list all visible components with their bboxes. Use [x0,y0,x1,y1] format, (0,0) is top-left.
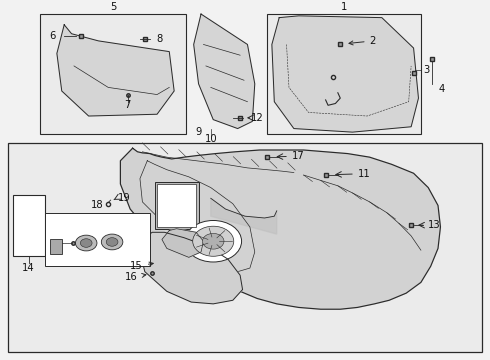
Circle shape [106,238,118,246]
Polygon shape [162,229,203,257]
Polygon shape [211,198,277,234]
Polygon shape [194,14,255,129]
Circle shape [101,234,123,250]
Polygon shape [140,232,243,304]
Polygon shape [272,16,418,132]
Bar [267,14,421,134]
Bar [40,14,186,134]
Bar [155,182,198,229]
Circle shape [193,226,234,256]
Text: 15: 15 [130,261,153,271]
Bar [45,213,150,266]
Circle shape [75,235,97,251]
Circle shape [202,233,224,249]
Circle shape [185,220,242,262]
Text: 18: 18 [91,201,103,211]
Text: 9: 9 [196,127,202,137]
Text: 11: 11 [357,169,370,179]
Bar [13,195,45,256]
Polygon shape [57,25,174,116]
Text: 4: 4 [439,84,445,94]
Bar [49,239,62,254]
Bar [157,184,196,227]
Text: 13: 13 [428,220,441,230]
Text: 3: 3 [423,64,430,75]
Text: 12: 12 [251,113,264,123]
Text: 1: 1 [341,2,347,12]
Bar [8,143,482,352]
Text: 14: 14 [22,263,35,273]
Text: 17: 17 [292,151,304,161]
Text: 10: 10 [204,134,217,144]
Text: 6: 6 [49,31,55,41]
Circle shape [80,239,92,247]
Text: 5: 5 [110,2,116,12]
Polygon shape [121,148,441,309]
Text: 7: 7 [124,100,131,110]
Text: 16: 16 [125,272,146,282]
Text: 8: 8 [156,34,163,44]
Text: 19: 19 [118,193,131,203]
Text: 2: 2 [349,36,376,46]
